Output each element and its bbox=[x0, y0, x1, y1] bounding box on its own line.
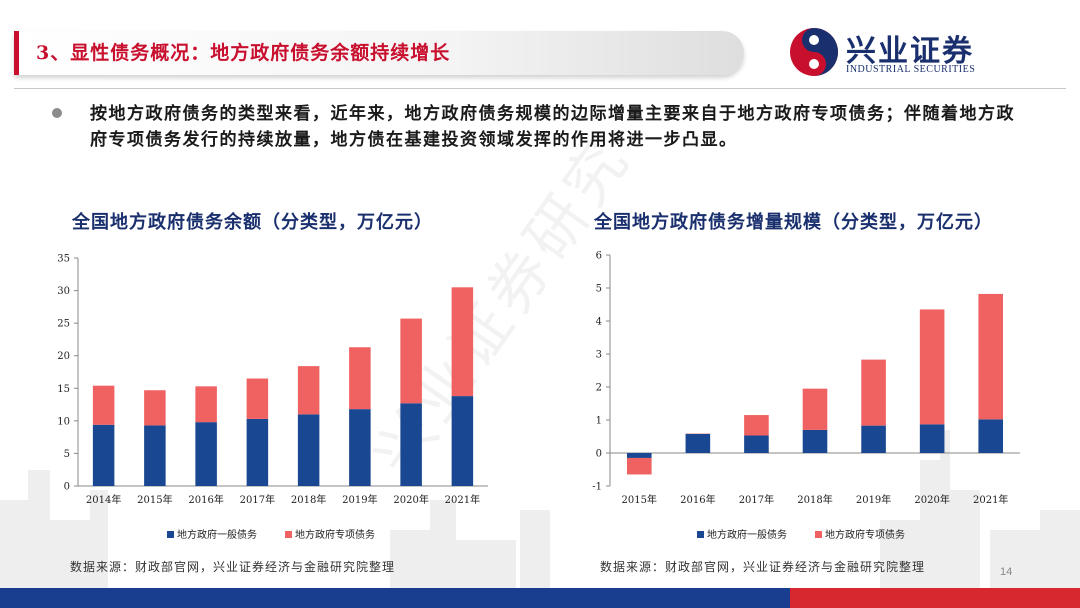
chart2-bar-general bbox=[744, 435, 769, 453]
chart2-bar-general bbox=[626, 453, 652, 458]
chart2-x-tick-label: 2020年 bbox=[914, 493, 949, 506]
chart2-y-tick-label: 0 bbox=[596, 449, 602, 460]
chart1-x-tick-label: 2015年 bbox=[137, 493, 172, 506]
chart2-y-tick-label: 5 bbox=[596, 284, 602, 295]
chart1-x-tick-label: 2019年 bbox=[342, 493, 377, 506]
chart2-bar-special bbox=[919, 309, 945, 425]
chart2-y-tick-label: -1 bbox=[592, 482, 602, 493]
chart2-bar-special bbox=[744, 415, 769, 436]
chart1-source: 数据来源：财政部官网，兴业证券经济与金融研究院整理 bbox=[70, 560, 396, 574]
chart1-debt-balance: 0 5 10 15 20 25 30 35 2014年 2015年 2016年 2017年 2018年 2… bbox=[57, 254, 488, 541]
chart1-x-tick-label: 2017年 bbox=[240, 493, 275, 506]
chart2-bar-general bbox=[978, 419, 1004, 453]
chart1-bar-special bbox=[451, 287, 474, 397]
chart2-bar-special bbox=[802, 388, 828, 430]
chart2-legend-swatch-special bbox=[815, 531, 822, 538]
title-banner bbox=[14, 31, 744, 75]
chart2-x-tick-label: 2019年 bbox=[856, 493, 891, 506]
chart1-bar-general bbox=[400, 403, 422, 486]
chart2-debt-increment: -1 0 1 2 3 4 5 6 2015年 2016年 2017年 2018年 2019年 2020年 2… bbox=[592, 251, 1020, 541]
chart2-bar-general bbox=[802, 429, 828, 453]
chart2-x-tick-label: 2016年 bbox=[680, 493, 715, 506]
chart2-bar-special bbox=[978, 293, 1004, 420]
footer-bar bbox=[0, 588, 1080, 608]
chart1-x-tick-label: 2014年 bbox=[86, 493, 121, 506]
footer-red-segment bbox=[790, 588, 1080, 608]
chart2-source: 数据来源：财政部官网，兴业证券经济与金融研究院整理 bbox=[600, 560, 926, 574]
chart1-x-tick-label: 2018年 bbox=[291, 493, 326, 506]
chart2-y-tick-label: 3 bbox=[596, 350, 602, 361]
logo-name: 兴业证券 bbox=[846, 34, 974, 69]
bullet-text: 按地方政府债务的类型来看，近年来，地方政府债务规模的边际增量主要来自于地方政府专… bbox=[90, 104, 1015, 150]
chart1-bar-general bbox=[144, 425, 166, 486]
chart1-y-tick-label: 10 bbox=[57, 416, 70, 427]
chart1-x-tick-label: 2016年 bbox=[188, 493, 223, 506]
chart2-bar-special bbox=[626, 457, 652, 475]
chart1-bar-general bbox=[246, 418, 269, 486]
city-skyline-background bbox=[0, 430, 1080, 590]
chart1-x-tick-label: 2021年 bbox=[445, 493, 480, 506]
chart2-bar-general bbox=[685, 433, 711, 453]
chart2-title: 全国地方政府债务增量规模（分类型，万亿元） bbox=[594, 212, 993, 233]
chart1-legend-label-special: 地方政府专项债务 bbox=[295, 528, 375, 541]
chart1-y-tick-label: 20 bbox=[57, 351, 70, 362]
chart2-y-tick-label: 2 bbox=[596, 383, 602, 394]
chart1-bar-general bbox=[451, 396, 474, 486]
logo-english-name: INDUSTRIAL SECURITIES bbox=[846, 64, 976, 75]
chart2-y-tick-label: 6 bbox=[596, 251, 602, 262]
chart1-y-tick-label: 0 bbox=[64, 482, 70, 493]
chart1-y-tick-label: 25 bbox=[57, 319, 70, 330]
chart1-x-tick-label: 2020年 bbox=[393, 493, 428, 506]
chart1-bar-special bbox=[92, 385, 115, 425]
chart1-bar-special bbox=[297, 366, 320, 415]
title-accent-bar bbox=[14, 31, 19, 75]
chart2-bar-special bbox=[861, 359, 886, 426]
chart1-bar-special bbox=[349, 347, 371, 410]
chart1-bar-general bbox=[297, 414, 320, 486]
header-divider bbox=[14, 88, 1066, 89]
chart1-bar-special bbox=[246, 378, 269, 419]
bullet-icon bbox=[52, 108, 62, 118]
chart1-y-tick-label: 5 bbox=[64, 449, 70, 460]
chart2-x-tick-label: 2017年 bbox=[739, 493, 774, 506]
chart2-legend-label-general: 地方政府一般债务 bbox=[707, 528, 787, 541]
chart1-legend-swatch-general bbox=[167, 531, 174, 538]
chart2-x-tick-label: 2021年 bbox=[973, 493, 1008, 506]
chart1-y-tick-label: 35 bbox=[57, 254, 70, 265]
chart1-bar-special bbox=[195, 386, 217, 423]
chart1-y-tick-label: 30 bbox=[57, 286, 70, 297]
chart2-x-tick-label: 2018年 bbox=[797, 493, 832, 506]
chart1-bar-general bbox=[92, 424, 115, 486]
company-logo: 兴业证券 INDUSTRIAL SECURITIES bbox=[788, 24, 1008, 80]
page-number: 14 bbox=[1000, 566, 1013, 578]
chart1-legend-label-general: 地方政府一般债务 bbox=[177, 528, 257, 541]
logo-mark-icon bbox=[790, 28, 838, 76]
chart1-bar-general bbox=[349, 409, 371, 486]
chart2-y-tick-label: 4 bbox=[596, 317, 602, 328]
footer-blue-segment bbox=[0, 588, 790, 608]
chart2-y-tick-label: 1 bbox=[596, 416, 602, 427]
page-title: 3、显性债务概况：地方政府债务余额持续增长 bbox=[36, 42, 451, 64]
chart1-bar-general bbox=[195, 422, 217, 486]
chart2-legend-swatch-general bbox=[697, 531, 704, 538]
chart2-bar-general bbox=[861, 425, 886, 453]
chart1-legend-swatch-special bbox=[285, 531, 292, 538]
chart1-bar-special bbox=[400, 318, 422, 404]
chart2-bar-general bbox=[919, 424, 945, 453]
chart1-title: 全国地方政府债务余额（分类型，万亿元） bbox=[72, 212, 433, 233]
chart1-bar-special bbox=[144, 390, 166, 426]
chart1-y-tick-label: 15 bbox=[57, 384, 70, 395]
chart2-x-tick-label: 2015年 bbox=[622, 493, 657, 506]
chart2-legend-label-special: 地方政府专项债务 bbox=[825, 528, 905, 541]
